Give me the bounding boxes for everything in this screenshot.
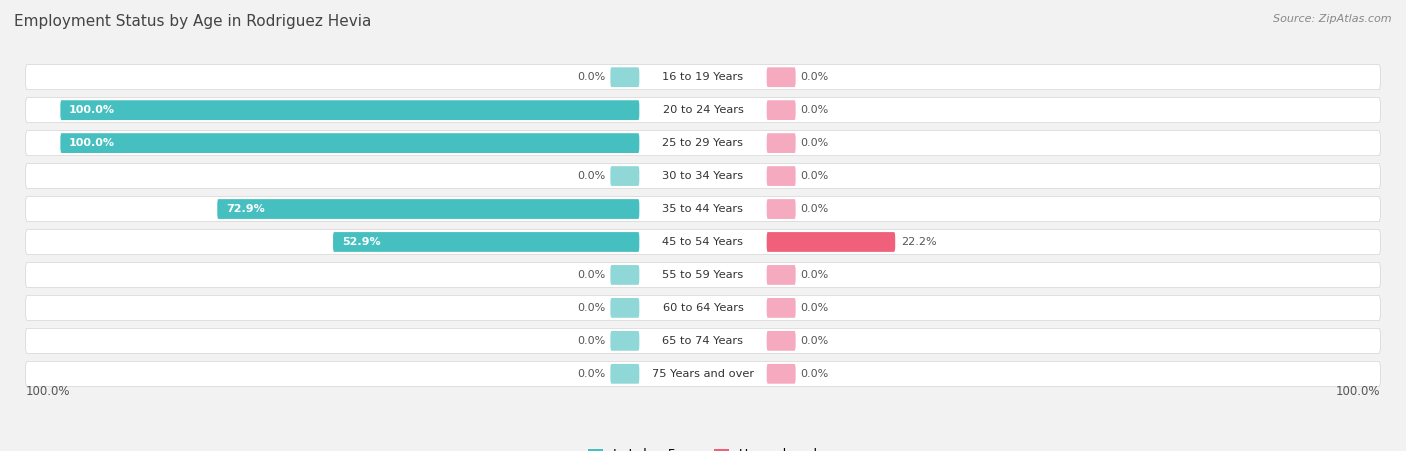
Text: 60 to 64 Years: 60 to 64 Years xyxy=(662,303,744,313)
Text: 0.0%: 0.0% xyxy=(800,105,828,115)
FancyBboxPatch shape xyxy=(766,100,796,120)
Text: 0.0%: 0.0% xyxy=(800,270,828,280)
Text: 65 to 74 Years: 65 to 74 Years xyxy=(662,336,744,346)
FancyBboxPatch shape xyxy=(25,262,1381,287)
FancyBboxPatch shape xyxy=(610,265,640,285)
FancyBboxPatch shape xyxy=(60,133,640,153)
FancyBboxPatch shape xyxy=(766,232,896,252)
FancyBboxPatch shape xyxy=(766,67,796,87)
FancyBboxPatch shape xyxy=(610,331,640,351)
Text: 0.0%: 0.0% xyxy=(800,171,828,181)
FancyBboxPatch shape xyxy=(766,364,796,384)
Text: 100.0%: 100.0% xyxy=(1336,385,1381,397)
Text: 0.0%: 0.0% xyxy=(578,270,606,280)
Text: Employment Status by Age in Rodriguez Hevia: Employment Status by Age in Rodriguez He… xyxy=(14,14,371,28)
Text: 0.0%: 0.0% xyxy=(578,336,606,346)
FancyBboxPatch shape xyxy=(25,197,1381,221)
FancyBboxPatch shape xyxy=(610,67,640,87)
Text: 0.0%: 0.0% xyxy=(800,204,828,214)
Text: 72.9%: 72.9% xyxy=(226,204,264,214)
Text: 25 to 29 Years: 25 to 29 Years xyxy=(662,138,744,148)
Text: 20 to 24 Years: 20 to 24 Years xyxy=(662,105,744,115)
FancyBboxPatch shape xyxy=(766,331,796,351)
FancyBboxPatch shape xyxy=(25,164,1381,189)
FancyBboxPatch shape xyxy=(25,328,1381,354)
FancyBboxPatch shape xyxy=(25,361,1381,387)
FancyBboxPatch shape xyxy=(610,166,640,186)
Text: 0.0%: 0.0% xyxy=(800,336,828,346)
Text: 45 to 54 Years: 45 to 54 Years xyxy=(662,237,744,247)
Text: 100.0%: 100.0% xyxy=(69,105,115,115)
Text: 52.9%: 52.9% xyxy=(342,237,381,247)
FancyBboxPatch shape xyxy=(25,295,1381,320)
FancyBboxPatch shape xyxy=(25,97,1381,123)
FancyBboxPatch shape xyxy=(766,199,796,219)
Text: 0.0%: 0.0% xyxy=(578,369,606,379)
FancyBboxPatch shape xyxy=(610,298,640,318)
FancyBboxPatch shape xyxy=(25,64,1381,90)
Text: Source: ZipAtlas.com: Source: ZipAtlas.com xyxy=(1274,14,1392,23)
FancyBboxPatch shape xyxy=(60,100,640,120)
FancyBboxPatch shape xyxy=(766,265,796,285)
Text: 35 to 44 Years: 35 to 44 Years xyxy=(662,204,744,214)
Text: 0.0%: 0.0% xyxy=(578,72,606,82)
Text: 0.0%: 0.0% xyxy=(578,171,606,181)
FancyBboxPatch shape xyxy=(766,166,796,186)
Text: 0.0%: 0.0% xyxy=(800,303,828,313)
FancyBboxPatch shape xyxy=(766,133,796,153)
Legend: In Labor Force, Unemployed: In Labor Force, Unemployed xyxy=(583,443,823,451)
Text: 0.0%: 0.0% xyxy=(578,303,606,313)
Text: 75 Years and over: 75 Years and over xyxy=(652,369,754,379)
Text: 0.0%: 0.0% xyxy=(800,138,828,148)
FancyBboxPatch shape xyxy=(610,364,640,384)
FancyBboxPatch shape xyxy=(218,199,640,219)
FancyBboxPatch shape xyxy=(766,298,796,318)
Text: 55 to 59 Years: 55 to 59 Years xyxy=(662,270,744,280)
FancyBboxPatch shape xyxy=(25,131,1381,156)
Text: 16 to 19 Years: 16 to 19 Years xyxy=(662,72,744,82)
FancyBboxPatch shape xyxy=(25,230,1381,254)
Text: 30 to 34 Years: 30 to 34 Years xyxy=(662,171,744,181)
Text: 100.0%: 100.0% xyxy=(25,385,70,397)
Text: 100.0%: 100.0% xyxy=(69,138,115,148)
FancyBboxPatch shape xyxy=(333,232,640,252)
Text: 0.0%: 0.0% xyxy=(800,369,828,379)
Text: 22.2%: 22.2% xyxy=(901,237,936,247)
Text: 0.0%: 0.0% xyxy=(800,72,828,82)
